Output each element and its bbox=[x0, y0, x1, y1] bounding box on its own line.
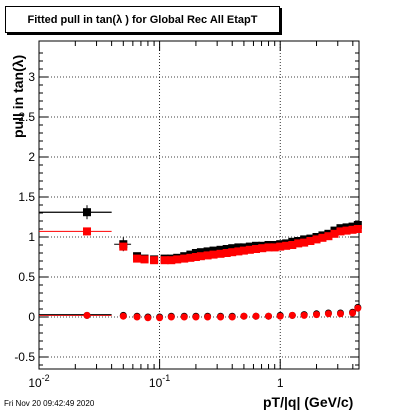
data-point-square bbox=[167, 256, 176, 265]
data-point-square bbox=[191, 253, 200, 261]
timestamp: Fri Nov 20 09:42:49 2020 bbox=[4, 399, 95, 408]
data-point-square bbox=[252, 245, 261, 253]
data-point-square bbox=[160, 256, 169, 265]
plot-frame bbox=[38, 40, 360, 370]
data-point-square bbox=[82, 208, 91, 217]
data-point-circle bbox=[156, 314, 164, 322]
data-point-square bbox=[324, 232, 333, 241]
y-tick-label: 1.5 bbox=[18, 190, 35, 204]
data-point-square bbox=[342, 226, 351, 235]
data-point-square bbox=[282, 241, 291, 250]
data-point-square bbox=[222, 249, 231, 257]
data-point-square bbox=[336, 227, 345, 236]
title-shadow-side bbox=[280, 8, 282, 35]
data-point-circle bbox=[276, 312, 284, 320]
data-point-circle bbox=[300, 311, 308, 319]
y-tick-label: 1 bbox=[28, 230, 35, 244]
y-tick-label: 0 bbox=[28, 310, 35, 324]
data-point-circle bbox=[349, 309, 357, 317]
data-point-circle bbox=[192, 313, 200, 321]
title-shadow bbox=[7, 33, 282, 35]
data-point-square bbox=[239, 246, 248, 255]
y-tick-label: -0.5 bbox=[14, 350, 35, 364]
data-point-square bbox=[216, 249, 225, 258]
x-tick-label: 10-2 bbox=[28, 373, 49, 390]
y-axis-label: pull in tan(λ) bbox=[10, 54, 26, 138]
data-point-square bbox=[119, 242, 128, 251]
data-point-circle bbox=[228, 313, 236, 321]
x-axis-label: pT/|q| (GeV/c) bbox=[263, 394, 354, 410]
data-point-circle bbox=[133, 313, 141, 321]
data-point-square bbox=[330, 229, 339, 238]
y-tick-label: 2.5 bbox=[18, 110, 35, 124]
data-point-square bbox=[173, 255, 182, 264]
data-point-circle bbox=[167, 313, 175, 321]
data-point-square bbox=[140, 255, 149, 264]
title-box: Fitted pull in tan(λ ) for Global Rec Al… bbox=[5, 6, 280, 33]
data-point-circle bbox=[119, 312, 127, 320]
data-point-circle bbox=[240, 312, 248, 320]
data-point-square bbox=[312, 235, 321, 244]
data-point-square bbox=[133, 254, 142, 263]
data-point-square bbox=[300, 238, 309, 247]
data-point-square bbox=[294, 239, 303, 248]
data-point-square bbox=[264, 243, 273, 252]
data-point-circle bbox=[313, 311, 321, 319]
y-tick-label: 3 bbox=[28, 70, 35, 84]
data-point-square bbox=[276, 242, 285, 251]
data-point-square bbox=[150, 256, 159, 265]
data-point-circle bbox=[217, 313, 225, 321]
data-point-square bbox=[196, 252, 205, 261]
data-point-circle bbox=[336, 310, 344, 318]
data-point-circle bbox=[288, 311, 296, 319]
data-point-square bbox=[209, 250, 218, 259]
chart-title: Fitted pull in tan(λ ) for Global Rec Al… bbox=[27, 13, 258, 26]
data-point-square bbox=[288, 241, 297, 249]
y-tick-label: 0.5 bbox=[18, 270, 35, 284]
data-point-square bbox=[82, 227, 91, 236]
data-point-circle bbox=[83, 311, 91, 319]
data-point-circle bbox=[144, 314, 152, 322]
data-point-square bbox=[180, 254, 189, 263]
data-point-circle bbox=[252, 312, 260, 320]
data-point-circle bbox=[324, 310, 332, 318]
data-point-circle bbox=[265, 312, 273, 320]
data-point-circle bbox=[204, 313, 212, 321]
x-tick-label: 1 bbox=[277, 376, 284, 390]
data-point-square bbox=[270, 243, 279, 252]
data-point-square bbox=[353, 225, 362, 233]
data-point-square bbox=[234, 247, 243, 256]
data-point-square bbox=[245, 245, 254, 254]
data-point-circle bbox=[354, 304, 362, 312]
data-point-circle bbox=[180, 313, 188, 321]
data-point-square bbox=[203, 251, 212, 260]
x-tick-label: 10-1 bbox=[149, 373, 170, 390]
data-point-square bbox=[348, 225, 357, 234]
data-point-square bbox=[186, 253, 195, 262]
y-tick-label: 2 bbox=[28, 150, 35, 164]
data-point-square bbox=[318, 233, 327, 242]
data-point-square bbox=[228, 248, 237, 257]
data-point-square bbox=[306, 237, 315, 245]
data-point-square bbox=[258, 244, 267, 253]
